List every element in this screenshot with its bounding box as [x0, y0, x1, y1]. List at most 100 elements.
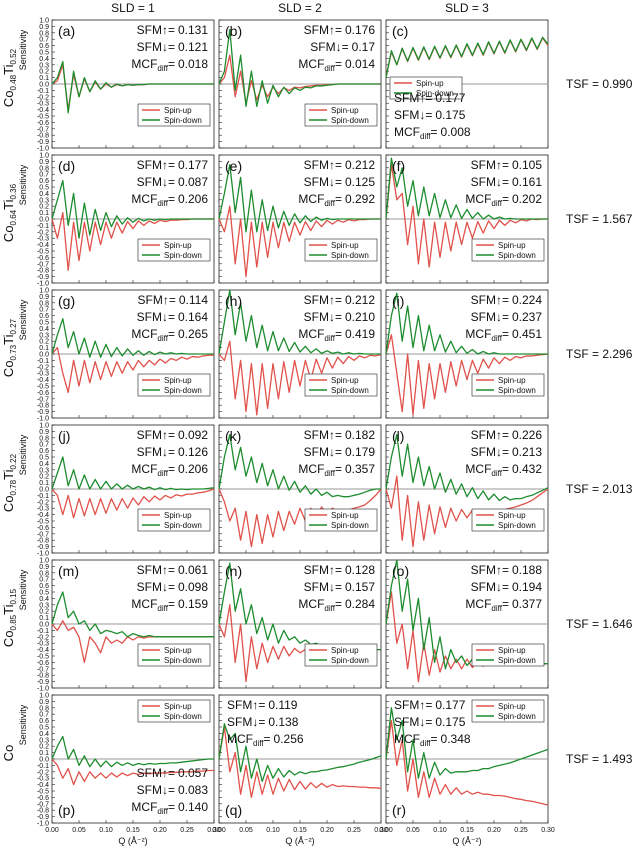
annotation-subscript: diff: [157, 807, 168, 816]
y-tick-label: -1.0: [37, 416, 49, 423]
element: Ti: [1, 604, 16, 614]
y-tick-label: -0.4: [37, 512, 49, 519]
annotation-value: 0.237: [512, 310, 542, 324]
subscript: 0.73: [9, 344, 18, 360]
tsf-prefix: TSF =: [566, 752, 602, 766]
y-tick-label: -0.5: [37, 654, 49, 661]
legend-label: Spin-up: [164, 376, 192, 385]
x-tick-label: 0.15: [460, 827, 474, 834]
panel-label: (m): [58, 563, 79, 579]
annotation-value: 0.105: [512, 158, 542, 172]
legend-label: Spin-up: [498, 376, 526, 385]
y-tick-label: -0.8: [37, 268, 49, 275]
annotation: MCFdiff= 0.419: [298, 327, 375, 343]
y-tick-label: -0.6: [37, 660, 49, 667]
annotation-label: SFM↓=: [137, 310, 175, 324]
annotation-value: 0.014: [345, 57, 375, 71]
annotation-label: MCF: [131, 462, 157, 476]
series-line: [218, 205, 381, 278]
panel-label: (a): [58, 23, 75, 39]
y-tick-label: 0.2: [39, 339, 49, 346]
annotation: MCFdiff= 0.159: [131, 597, 208, 613]
y-tick-label: -0.6: [37, 795, 49, 802]
annotation-suffix: =: [168, 57, 175, 71]
tsf-label: TSF = 2.013: [566, 482, 633, 496]
y-tick-label: 0.0: [39, 487, 49, 494]
legend-label: Spin-down: [498, 656, 536, 665]
annotation-label: SFM↑=: [137, 428, 175, 442]
annotation-suffix: =: [431, 732, 438, 746]
series-line: [218, 723, 382, 783]
annotation-suffix: =: [502, 597, 509, 611]
tsf-value: 1.567: [602, 212, 632, 226]
row-label: Co0.48Ti0.52: [1, 48, 18, 107]
annotation-label: MCF: [298, 192, 324, 206]
annotation-value: 0.175: [435, 108, 465, 122]
y-tick-label: 0.0: [39, 217, 49, 224]
panel-label: (i): [392, 293, 404, 309]
annotation: SFM↑= 0.061: [137, 563, 209, 577]
annotation: MCFdiff= 0.357: [298, 462, 375, 478]
tsf-value: 1.646: [602, 617, 632, 631]
annotation-label: SFM↓=: [394, 108, 432, 122]
y-tick-label: -0.2: [37, 364, 49, 371]
y-tick-label: 0.3: [39, 62, 49, 69]
y-tick-label: 0.5: [39, 50, 49, 57]
y-tick-label: -0.4: [37, 377, 49, 384]
panel-label: (n): [225, 563, 242, 579]
y-tick-label: 0.4: [39, 191, 49, 198]
y-tick-label: 0.8: [39, 435, 49, 442]
annotation: MCFdiff= 0.008: [394, 125, 471, 141]
annotation-value: 0.284: [345, 597, 375, 611]
legend-label: Spin-down: [416, 89, 454, 98]
series-line: [218, 433, 381, 498]
annotation: SFM↓= 0.126: [137, 445, 209, 459]
panel-label: (k): [225, 428, 241, 444]
annotation-value: 0.202: [512, 192, 542, 206]
y-tick-label: -0.1: [37, 88, 49, 95]
series-line: [385, 36, 549, 78]
series-line: [51, 456, 215, 491]
annotation: MCFdiff= 0.377: [465, 597, 542, 613]
y-tick-label: 0.6: [39, 313, 49, 320]
y-tick-label: 0.9: [39, 429, 49, 436]
legend-label: Spin-down: [331, 386, 369, 395]
x-tick-label: 0.05: [72, 827, 86, 834]
annotation-label: MCF: [131, 192, 157, 206]
y-tick-label: 0.1: [39, 345, 49, 352]
y-tick-label: 0.1: [39, 750, 49, 757]
panel: 0.00 0.05 0.10 0.15 0.20 0.25 0.30 Q (Å⁻²) Spin-…: [379, 694, 555, 846]
annotation-label: SFM↑=: [471, 428, 509, 442]
annotation-value: 0.057: [178, 766, 208, 780]
annotation: SFM↑= 0.212: [304, 158, 376, 172]
y-tick-label: 0.5: [39, 320, 49, 327]
tsf-prefix: TSF =: [566, 482, 602, 496]
annotation-value: 0.008: [441, 125, 471, 139]
tsf-value: 0.990: [602, 77, 632, 91]
y-tick-label: -0.7: [37, 531, 49, 538]
y-tick-label: -0.1: [37, 628, 49, 635]
annotation: SFM↓= 0.161: [471, 175, 543, 189]
annotation-label: MCF: [394, 125, 420, 139]
panel: -1.0-0.9-0.8-0.7-0.6-0.5-0.4-0.3-0.2-0.1…: [37, 423, 215, 558]
annotation-label: MCF: [298, 57, 324, 71]
legend-label: Spin-down: [331, 521, 369, 530]
y-tick-label: 0.9: [39, 159, 49, 166]
annotation-label: SFM↓=: [471, 310, 509, 324]
annotation-value: 0.377: [512, 597, 542, 611]
legend-label: Spin-down: [164, 656, 202, 665]
y-tick-label: 0.4: [39, 461, 49, 468]
annotation-label: SFM↑=: [471, 293, 509, 307]
y-tick-label: 1.0: [39, 558, 49, 565]
legend-label: Spin-up: [331, 106, 359, 115]
y-tick-label: -0.2: [37, 769, 49, 776]
annotation-subscript: diff: [324, 604, 335, 613]
y-tick-label: 0.9: [39, 24, 49, 31]
y-tick-label: 0.0: [39, 622, 49, 629]
annotation-subscript: diff: [157, 334, 168, 343]
y-tick-label: -0.3: [37, 776, 49, 783]
